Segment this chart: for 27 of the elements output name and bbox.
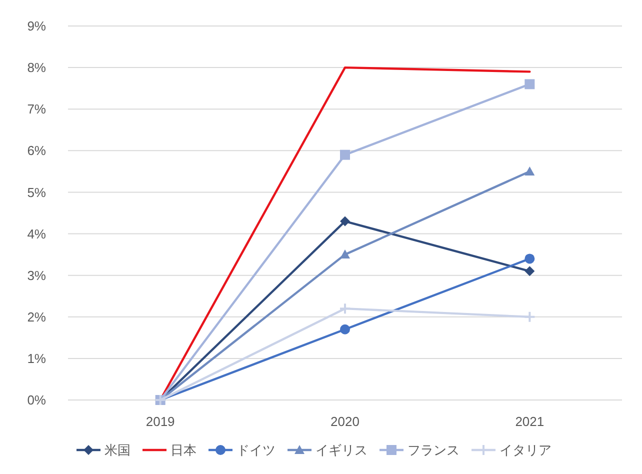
y-tick-label: 3% [27, 268, 46, 283]
x-tick-label: 2019 [146, 414, 175, 429]
y-tick-label: 6% [27, 143, 46, 158]
legend-label: 米国 [104, 442, 130, 458]
point [524, 254, 535, 264]
y-tick-label: 8% [27, 60, 46, 76]
point [340, 324, 350, 334]
legend-label: フランス [408, 442, 460, 458]
legend-label: イタリア [500, 442, 552, 458]
y-tick-label: 9% [27, 18, 46, 34]
legend-label: ドイツ [236, 442, 276, 458]
point [340, 216, 350, 226]
point [524, 79, 535, 90]
y-tick-label: 5% [27, 184, 46, 200]
y-tick-label: 0% [27, 392, 46, 408]
x-tick-label: 2021 [515, 414, 544, 429]
point [524, 310, 536, 323]
y-tick-label: 2% [27, 309, 46, 324]
point [524, 266, 535, 276]
legend-label: イギリス [316, 442, 368, 458]
y-tick-label: 4% [27, 226, 46, 242]
point [340, 150, 350, 160]
x-tick-label: 2020 [330, 414, 360, 429]
point [339, 302, 351, 315]
y-tick-label: 1% [27, 350, 46, 366]
legend-label: 日本 [170, 442, 196, 458]
y-tick-label: 7% [27, 102, 46, 117]
